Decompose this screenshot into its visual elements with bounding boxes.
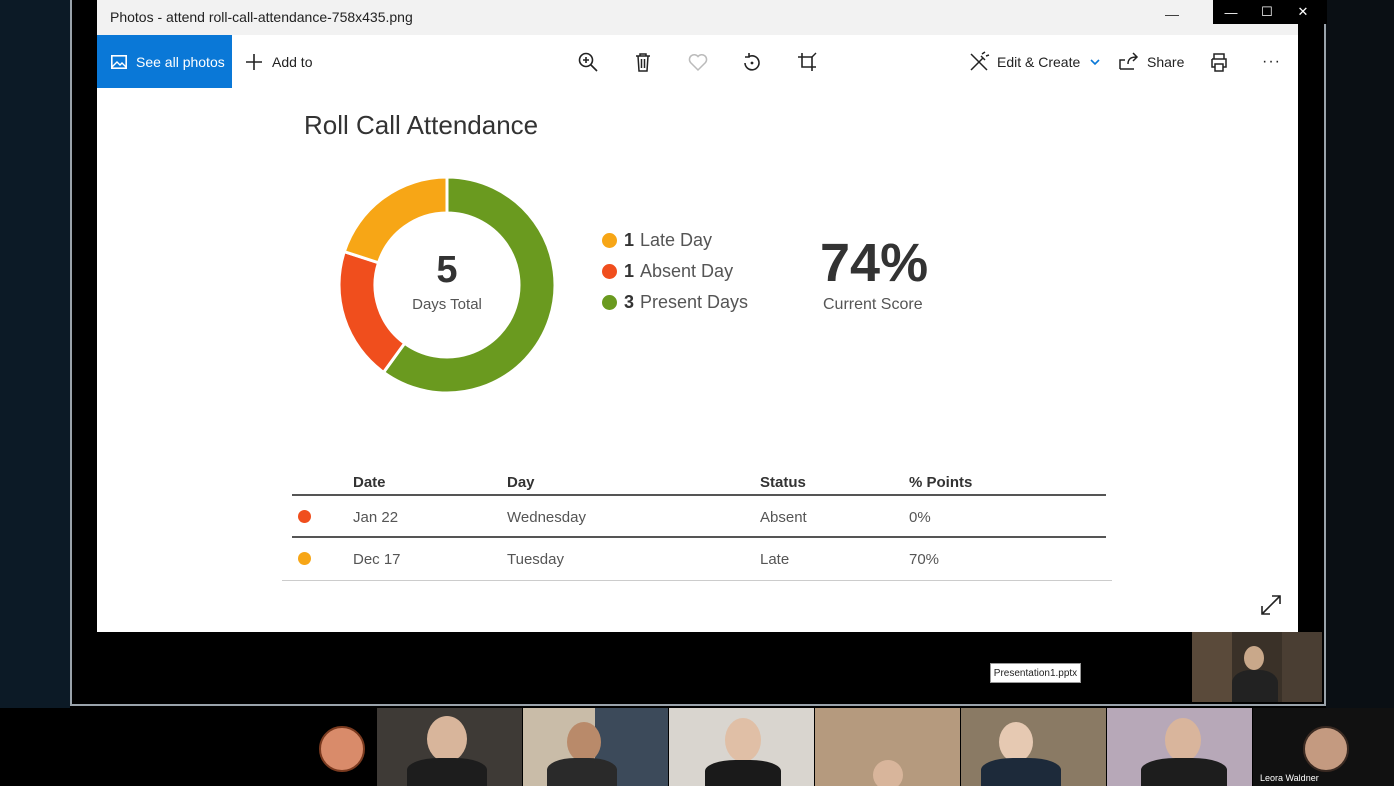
cell-status: Late (760, 551, 790, 568)
edit-create-label: Edit & Create (997, 53, 1081, 70)
participant-tile[interactable] (1107, 708, 1252, 786)
cell-date: Dec 17 (353, 551, 401, 568)
edit-create-icon (970, 50, 990, 71)
close-button[interactable]: ✕ (1297, 4, 1309, 19)
legend-count: 1 (624, 230, 635, 250)
expand-icon[interactable] (1260, 594, 1282, 616)
background-left (0, 0, 70, 708)
crop-icon (798, 52, 817, 71)
participant-tile[interactable] (961, 708, 1106, 786)
participant-tile[interactable] (523, 708, 668, 786)
delete-icon (636, 52, 650, 72)
donut-slice-present-days (381, 175, 557, 395)
print-button[interactable] (1208, 35, 1230, 88)
share-icon (1119, 51, 1139, 70)
edit-create-button[interactable]: Edit & Create (968, 35, 1101, 88)
participant-name: Leora Waldner (1260, 773, 1319, 783)
attendance-donut-chart: 5 Days Total (337, 175, 557, 395)
background-right (1326, 0, 1394, 708)
status-dot (298, 510, 311, 523)
window-controls: — ☐ ✕ (1213, 0, 1327, 24)
delete-button[interactable] (632, 35, 654, 88)
participant-tile[interactable] (1253, 708, 1394, 786)
legend-item-late: 1 Late Day (602, 230, 712, 251)
cell-status: Absent (760, 509, 807, 526)
column-header-status: Status (760, 474, 806, 491)
status-dot (298, 552, 311, 565)
current-score-label: Current Score (823, 296, 923, 313)
legend-label: Present Days (640, 292, 749, 312)
cell-day: Wednesday (507, 509, 586, 526)
days-total-label: Days Total (412, 296, 482, 313)
current-score-value: 74% (820, 233, 929, 293)
legend-label: Late Day (640, 230, 713, 250)
rotate-icon (744, 52, 760, 71)
rotate-button[interactable] (741, 35, 763, 88)
plus-icon (246, 53, 262, 70)
cell-points: 70% (909, 551, 940, 568)
legend-dot (602, 233, 617, 248)
legend-count: 1 (624, 261, 635, 281)
favorite-icon (688, 53, 708, 71)
add-to-label: Add to (272, 53, 313, 70)
column-header-points: % Points (909, 474, 973, 491)
crop-button[interactable] (796, 35, 818, 88)
report-title: Roll Call Attendance (304, 110, 539, 140)
chevron-down-icon (1090, 58, 1100, 65)
column-header-day: Day (507, 474, 535, 491)
add-to-button[interactable]: Add to (244, 35, 312, 88)
legend-item-present: 3 Present Days (602, 292, 748, 313)
cell-day: Tuesday (507, 551, 564, 568)
maximize-button[interactable]: ☐ (1261, 4, 1273, 19)
participant-tile[interactable] (815, 708, 960, 786)
see-all-photos-button[interactable]: See all photos (97, 35, 232, 88)
window-title: Photos - attend roll-call-attendance-758… (110, 9, 413, 25)
more-button[interactable]: ··· (1262, 52, 1281, 70)
donut-slice-absent-day (337, 249, 407, 375)
donut-slice-late-day (342, 175, 449, 265)
legend-item-absent: 1 Absent Day (602, 261, 733, 282)
row-divider (292, 536, 1106, 538)
participant-tile[interactable] (231, 708, 376, 786)
photo-icon (111, 54, 127, 69)
header-divider (292, 494, 1106, 496)
image-viewer (97, 88, 1298, 632)
print-icon (1211, 52, 1227, 72)
participant-tile[interactable] (669, 708, 814, 786)
participant-tile[interactable] (377, 708, 522, 786)
legend-count: 3 (624, 292, 635, 312)
zoom-icon (578, 52, 598, 72)
active-speaker-video (1192, 632, 1322, 702)
cell-date: Jan 22 (353, 509, 399, 526)
minimize-button[interactable]: — (1224, 4, 1238, 20)
share-label: Share (1147, 53, 1185, 70)
photos-title-bar (97, 0, 1298, 35)
legend-dot (602, 264, 617, 279)
legend-label: Absent Day (640, 261, 734, 281)
share-button[interactable]: Share (1117, 35, 1184, 88)
zoom-button[interactable] (577, 35, 599, 88)
file-tooltip: Presentation1.pptx (990, 663, 1081, 683)
favorite-button[interactable] (687, 35, 709, 88)
legend-dot (602, 295, 617, 310)
table-bottom-border (282, 580, 1112, 581)
column-header-date: Date (353, 474, 386, 491)
days-total-number: 5 (436, 249, 457, 291)
minimize-icon[interactable]: — (1165, 6, 1179, 22)
see-all-photos-label: See all photos (136, 53, 225, 70)
cell-points: 0% (909, 509, 931, 526)
